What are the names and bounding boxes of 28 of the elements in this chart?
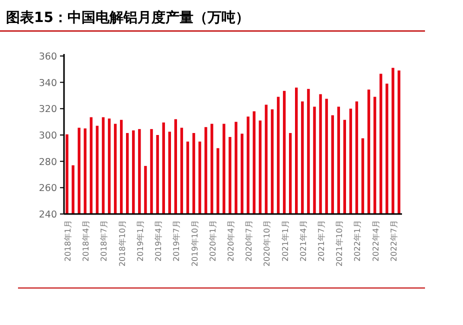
x-tick-label: 2020年10月 [262, 220, 272, 267]
y-tick-label: 360 [38, 52, 57, 62]
x-tick-label: 2022年4月 [371, 220, 380, 262]
x-tick-label: 2021年4月 [298, 220, 308, 262]
x-tick-label: 2018年10月 [118, 220, 127, 267]
x-tick-label: 2019年1月 [136, 220, 145, 262]
y-tick-label: 340 [38, 78, 57, 89]
x-tick-label: 2018年1月 [64, 220, 73, 262]
y-tick-label: 300 [38, 130, 57, 142]
y-tick-label: 320 [38, 104, 57, 116]
x-tick-label: 2021年7月 [317, 220, 326, 262]
x-tick-label: 2019年7月 [172, 220, 182, 262]
x-tick-label: 2020年1月 [208, 220, 218, 262]
y-tick-label: 240 [38, 210, 57, 220]
y-tick-label: 260 [38, 183, 57, 194]
x-tick-label: 2022年7月 [389, 220, 398, 262]
x-tick-label: 2020年7月 [244, 220, 254, 262]
x-tick-label: 2019年10月 [190, 220, 200, 267]
y-tick-label: 280 [38, 156, 57, 168]
x-tick-label: 2018年4月 [82, 220, 91, 262]
x-tick-label: 2020年4月 [226, 220, 236, 262]
x-tick-label: 2021年1月 [280, 220, 290, 262]
x-tick-label: 2019年4月 [154, 220, 164, 262]
x-tick-label: 2018年7月 [100, 220, 109, 262]
plot: 240 260 280 300 320 340 360 2018年1月 2018年4月 2018年7月 2018年10月 2019年1月 2019年4月 2019年7月 2019年10月 2020年1月 2020年4月 2020年7月 2020年10月 2021年1月 2021年4月 2021年7月 2021年10月 2022年1月 2022年4月 2022年7月 [38, 52, 402, 267]
x-tick-label: 2022年1月 [353, 220, 362, 262]
x-tick-label: 2021年10月 [335, 220, 344, 267]
chart-title: 图表15：中国电解铝月度产量（万吨） [6, 9, 250, 26]
